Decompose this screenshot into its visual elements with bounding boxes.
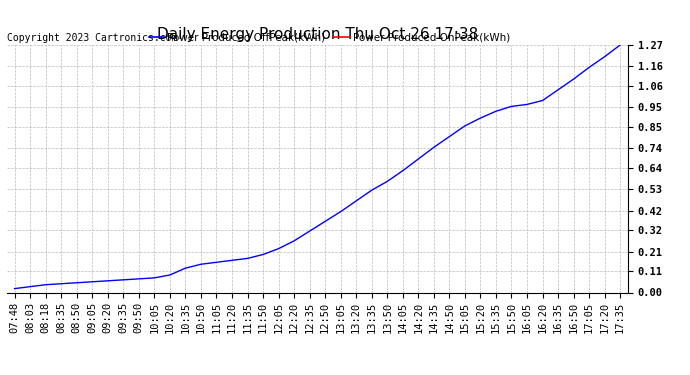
Title: Daily Energy Production Thu Oct 26 17:38: Daily Energy Production Thu Oct 26 17:38 (157, 27, 478, 42)
Legend: Power Produced OffPeak(kWh), Power Produced OnPeak(kWh): Power Produced OffPeak(kWh), Power Produ… (149, 33, 510, 43)
Text: Copyright 2023 Cartronics.com: Copyright 2023 Cartronics.com (7, 33, 177, 42)
